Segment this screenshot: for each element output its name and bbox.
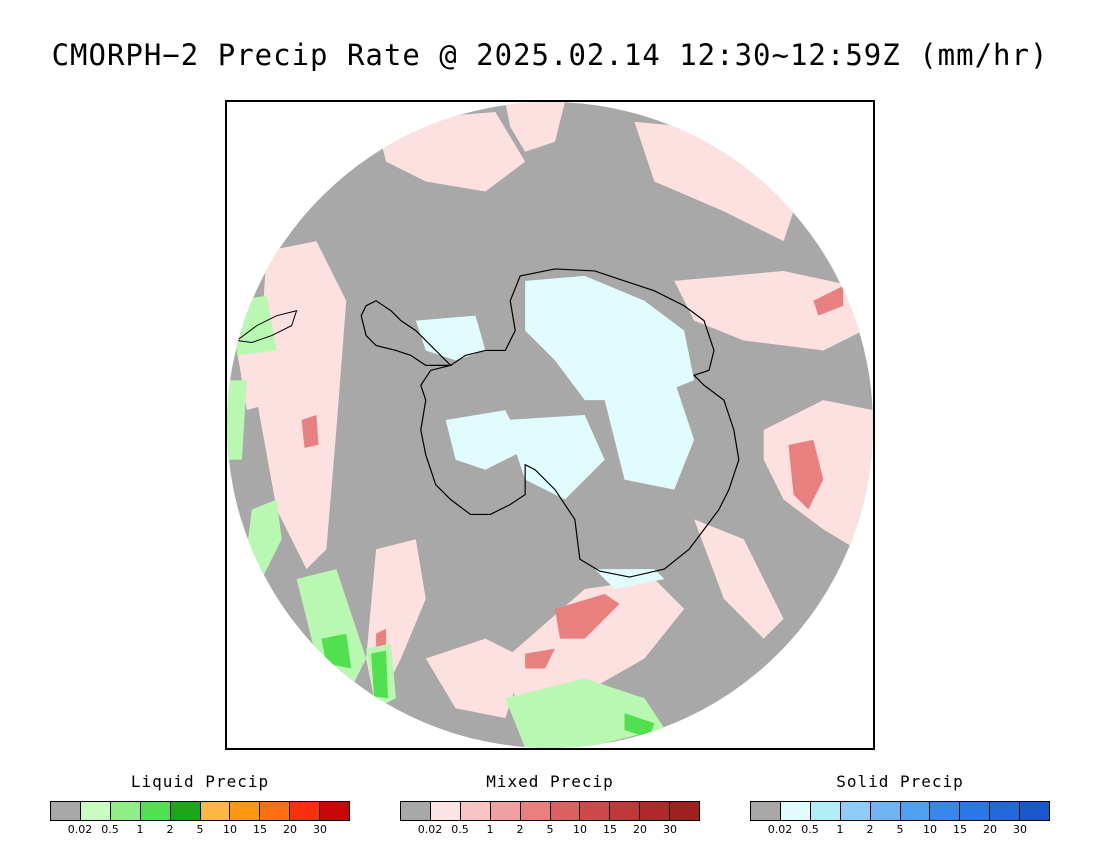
- solid-precip-regions: [415, 275, 695, 589]
- legend-swatch: [930, 802, 961, 820]
- legend-swatch: [810, 802, 841, 820]
- legend-swatch: [290, 802, 321, 820]
- legend-swatch: [610, 802, 641, 820]
- legend-swatch: [870, 802, 901, 820]
- legend-mixed: Mixed Precip 0.02 0.5 1 2 5 10 15 20 30: [400, 772, 700, 837]
- legend-title: Mixed Precip: [486, 772, 614, 791]
- legend-swatch: [550, 802, 581, 820]
- legend-tick-label: 2: [166, 823, 174, 836]
- legend-solid: Solid Precip 0.02 0.5 1 2 5 10 15 20 30: [750, 772, 1050, 837]
- legend-tick-label: 30: [313, 823, 327, 836]
- legend-liquid: Liquid Precip 0.02 0.5 1 2 5 10 15 20 30: [50, 772, 350, 837]
- legend-swatch: [110, 802, 141, 820]
- legend-swatch: [520, 802, 551, 820]
- legend-swatch: [140, 802, 171, 820]
- antarctic-peninsula: [360, 300, 453, 366]
- legend-swatch: [80, 802, 111, 820]
- legend-tick-label: 10: [223, 823, 237, 836]
- legend-bar: [50, 801, 350, 821]
- legend-tick-label: 5: [196, 823, 204, 836]
- legend-tick-label: 0.02: [767, 823, 793, 836]
- legend-swatch: [490, 802, 521, 820]
- legend-swatch: [580, 802, 611, 820]
- liquid-precip-moderate: [321, 633, 655, 739]
- legend-tick-label: 10: [573, 823, 587, 836]
- legend-tick-label: 15: [603, 823, 617, 836]
- legend-tick-label: 10: [923, 823, 937, 836]
- legend-swatch: [401, 802, 431, 820]
- legend-swatch: [320, 802, 350, 820]
- legend-swatch: [170, 802, 201, 820]
- legend-ticks: 0.02 0.5 1 2 5 10 15 20 30: [400, 823, 700, 837]
- map-frame: [225, 100, 875, 750]
- legend-swatch: [840, 802, 871, 820]
- legend-tick-label: 5: [546, 823, 554, 836]
- legend-tick-label: 5: [896, 823, 904, 836]
- legend-swatch: [640, 802, 671, 820]
- legend-swatch: [460, 802, 491, 820]
- legend-swatch: [200, 802, 231, 820]
- legend-bar: [400, 801, 700, 821]
- legend-tick-label: 15: [253, 823, 267, 836]
- legend-tick-label: 0.02: [67, 823, 93, 836]
- mixed-precip-heavy: [301, 285, 844, 669]
- legend-tick-label: 0.5: [101, 823, 119, 836]
- legend-tick-label: 2: [866, 823, 874, 836]
- legend-tick-label: 1: [136, 823, 144, 836]
- legend-swatch: [260, 802, 291, 820]
- legend-swatch: [670, 802, 700, 820]
- legend-swatch: [751, 802, 781, 820]
- legend-swatch: [1020, 802, 1050, 820]
- legend-swatch: [960, 802, 991, 820]
- legend-swatch: [780, 802, 811, 820]
- polar-precip-map: [227, 102, 873, 748]
- legend-ticks: 0.02 0.5 1 2 5 10 15 20 30: [750, 823, 1050, 837]
- legend-tick-label: 1: [486, 823, 494, 836]
- legend-swatch: [51, 802, 81, 820]
- legend-ticks: 0.02 0.5 1 2 5 10 15 20 30: [50, 823, 350, 837]
- legend-bar: [750, 801, 1050, 821]
- legend-tick-label: 15: [953, 823, 967, 836]
- legend-tick-label: 0.5: [801, 823, 819, 836]
- legend-tick-label: 30: [663, 823, 677, 836]
- south-america-tip: [235, 310, 298, 344]
- antarctica-coastline: [420, 268, 740, 578]
- legend-title: Liquid Precip: [130, 772, 270, 791]
- legend-tick-label: 1: [836, 823, 844, 836]
- legend-swatch: [430, 802, 461, 820]
- legend-title: Solid Precip: [836, 772, 964, 791]
- legend-tick-label: 2: [516, 823, 524, 836]
- legend-swatch: [900, 802, 931, 820]
- mixed-precip-regions: [236, 102, 873, 719]
- legend-tick-label: 20: [283, 823, 297, 836]
- page-title: CMORPH−2 Precip Rate @ 2025.02.14 12:30~…: [51, 38, 1049, 72]
- legend-swatch: [990, 802, 1021, 820]
- legend-tick-label: 20: [633, 823, 647, 836]
- legend-tick-label: 30: [1013, 823, 1027, 836]
- legend-tick-label: 20: [983, 823, 997, 836]
- legend-swatch: [230, 802, 261, 820]
- legend-tick-label: 0.5: [451, 823, 469, 836]
- legend-tick-label: 0.02: [417, 823, 443, 836]
